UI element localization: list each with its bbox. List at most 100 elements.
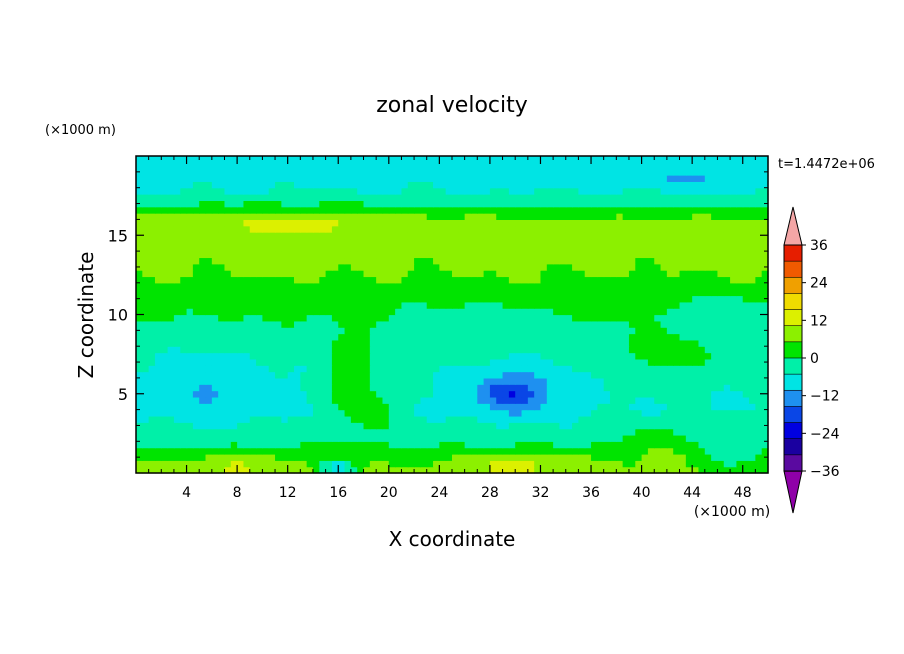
contour-cell (603, 390, 611, 398)
contour-cell (755, 409, 763, 417)
contour-cell (205, 301, 213, 309)
contour-cell (635, 333, 643, 341)
contour-cell (742, 314, 750, 322)
contour-cell (654, 200, 662, 208)
contour-cell (616, 238, 624, 246)
contour-cell (578, 447, 586, 455)
contour-cell (603, 466, 611, 474)
contour-cell (445, 238, 453, 246)
contour-cell (186, 289, 194, 297)
contour-cell (654, 453, 662, 461)
contour-cell (433, 415, 440, 423)
contour-cell (654, 289, 662, 297)
contour-cell (287, 396, 295, 404)
contour-cell (414, 422, 421, 430)
contour-cell (736, 301, 744, 309)
contour-cell (559, 181, 567, 189)
contour-cell (603, 187, 611, 195)
contour-cell (224, 263, 232, 271)
contour-cell (458, 194, 466, 201)
contour-cell (192, 301, 200, 309)
contour-cell (205, 339, 213, 347)
contour-cell (275, 333, 282, 341)
contour-cell (319, 301, 327, 309)
contour-cell (610, 270, 617, 278)
contour-cell (698, 327, 706, 335)
contour-cell (685, 251, 693, 259)
contour-cell (534, 415, 542, 423)
contour-cell (483, 453, 491, 461)
contour-cell (407, 377, 415, 385)
contour-cell (173, 352, 181, 360)
contour-cell (527, 466, 535, 474)
contour-cell (616, 263, 624, 271)
contour-cell (540, 447, 548, 455)
contour-cell (420, 403, 428, 411)
contour-cell (685, 346, 693, 354)
contour-cell (723, 447, 731, 455)
contour-cell (306, 314, 314, 322)
contour-cell (211, 276, 219, 284)
contour-cell (306, 320, 314, 328)
contour-cell (262, 339, 270, 347)
contour-cell (211, 308, 219, 316)
contour-cell (281, 403, 289, 411)
contour-cell (546, 320, 554, 328)
contour-cell (249, 308, 257, 316)
contour-cell (306, 346, 314, 354)
contour-cell (312, 162, 320, 170)
contour-cell (603, 434, 611, 442)
contour-cell (287, 225, 295, 233)
contour-cell (540, 225, 548, 233)
contour-cell (167, 276, 175, 284)
contour-cell (742, 358, 750, 366)
contour-cell (401, 346, 409, 354)
contour-cell (578, 327, 586, 335)
contour-cell (154, 422, 162, 430)
contour-cell (761, 270, 769, 278)
contour-cell (761, 441, 769, 449)
contour-cell (161, 175, 169, 182)
contour-cell (218, 447, 226, 455)
contour-cell (673, 282, 681, 290)
contour-cell (192, 213, 200, 220)
contour-cell (167, 156, 175, 163)
contour-cell (237, 365, 245, 373)
contour-cell (376, 213, 384, 220)
contour-cell (249, 194, 257, 201)
contour-cell (685, 422, 693, 430)
contour-cell (502, 213, 510, 220)
contour-cell (275, 352, 282, 360)
contour-cell (610, 200, 617, 208)
contour-cell (673, 244, 681, 252)
contour-cell (521, 156, 529, 163)
contour-cell (597, 352, 605, 360)
contour-cell (477, 225, 485, 233)
contour-cell (660, 441, 668, 449)
contour-cell (294, 339, 301, 347)
contour-cell (679, 441, 687, 449)
contour-cell (401, 289, 409, 297)
contour-cell (452, 358, 459, 366)
contour-cell (281, 238, 289, 246)
contour-cell (761, 289, 769, 297)
contour-cell (508, 308, 516, 316)
contour-cell (572, 219, 579, 227)
contour-cell (439, 301, 447, 309)
contour-cell (622, 295, 630, 303)
contour-cell (622, 415, 630, 423)
time-label: t=1.4472e+06 (778, 157, 875, 172)
contour-cell (559, 206, 567, 214)
contour-cell (268, 257, 276, 265)
contour-cell (578, 162, 586, 170)
contour-cell (477, 415, 485, 423)
contour-cell (218, 244, 226, 252)
contour-cell (407, 447, 415, 455)
contour-cell (755, 428, 763, 436)
contour-cell (148, 441, 156, 449)
contour-cell (546, 175, 554, 182)
contour-cell (363, 162, 371, 170)
contour-cell (338, 301, 346, 309)
contour-cell (584, 428, 592, 436)
contour-cell (407, 327, 415, 335)
